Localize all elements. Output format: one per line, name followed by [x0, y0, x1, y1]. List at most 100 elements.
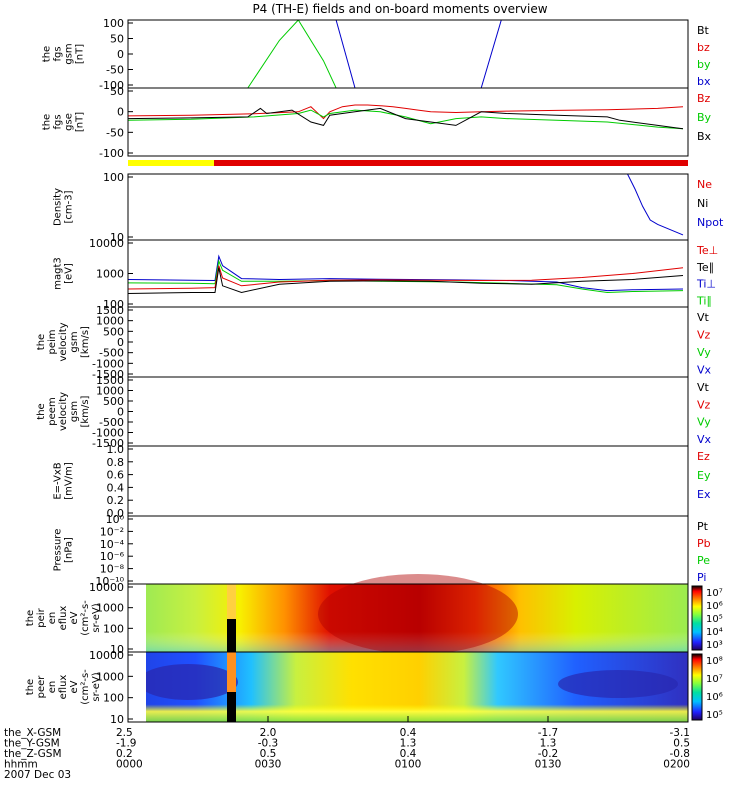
y-axis-label-line: eflux	[58, 606, 69, 631]
y-axis-label-line: [eV]	[64, 263, 75, 284]
y-tick-label: -50	[106, 126, 124, 139]
y-tick-label: 100	[103, 298, 124, 311]
legend-entry: Pb	[697, 537, 711, 550]
x-axis-row-label: the_Y-GSM	[4, 738, 60, 750]
y-axis-label-line: peem	[47, 397, 58, 425]
y-tick-label: 0	[117, 106, 124, 119]
legend-entry: Bt	[697, 24, 710, 37]
legend-entry: Npot	[697, 216, 724, 229]
panel-peir: 10⁷ 10⁶ 10⁵ 10⁴ 10³ 10000 1000 100 10 the peir en ef…	[25, 574, 723, 656]
series-line-Te∥	[128, 267, 684, 294]
x-tick-label: 1.3	[400, 738, 417, 750]
y-tick-label: 10⁻²	[100, 525, 124, 538]
x-axis-row-label: hhmm	[4, 759, 38, 771]
y-axis-label-line: [km/s]	[80, 326, 91, 358]
panel-frame-density	[127, 173, 689, 241]
panel-frame-efield	[127, 445, 689, 517]
panel-frame-peim	[127, 306, 689, 378]
legend-entry: Ne	[697, 178, 712, 191]
y-tick-label: 1000	[96, 315, 124, 328]
panel-frame-fgs-hi	[127, 19, 689, 89]
x-tick-label: 0.2	[116, 748, 133, 760]
panel-efield: 1.00.80.60.40.20.0 E=-VxB [mV/m] Ez Ey Ex	[53, 443, 711, 520]
y-tick-label: 100	[103, 692, 124, 705]
series-line-Ti⊥	[128, 254, 684, 292]
y-axis-label-line: Pressure	[53, 529, 64, 572]
instrument-transition	[227, 652, 236, 692]
peir-high-flux-region	[318, 574, 518, 654]
x-tick-label: -0.8	[670, 748, 691, 760]
y-tick-label: 1.0	[107, 443, 125, 456]
y-tick-label: -500	[99, 416, 124, 429]
colorbar-tick-label: 10⁶	[706, 601, 723, 612]
y-tick-label: 0.6	[107, 469, 125, 482]
y-axis-label-line: peir	[36, 607, 47, 627]
y-tick-label: 10000	[89, 237, 124, 250]
series-line-Bx	[128, 107, 684, 130]
y-axis-label-line: peer	[36, 675, 47, 699]
x-tick-label: 0.4	[400, 748, 417, 760]
legend-entry: Vx	[697, 433, 712, 446]
y-axis-label-line: gsm	[64, 43, 75, 64]
x-tick-label: 2.5	[116, 727, 133, 739]
y-tick-label: 0	[117, 336, 124, 349]
y-tick-label: 10⁻⁸	[100, 563, 125, 576]
legend-entry: Pe	[697, 554, 710, 567]
figure-title: P4 (TH-E) fields and on-board moments ov…	[252, 2, 547, 16]
legend-entry: Vt	[697, 311, 710, 324]
series-line-By	[128, 109, 684, 130]
y-axis-label-line: the	[42, 114, 53, 130]
y-axis-label-line: [nT]	[75, 44, 86, 64]
y-tick-label: 10000	[89, 581, 124, 594]
x-tick-label: 1.3	[540, 738, 557, 750]
x-tick-label: 0030	[255, 759, 282, 771]
legend-entry: Vx	[697, 364, 712, 377]
y-tick-label: 50	[110, 85, 124, 98]
x-tick-label: 2.0	[260, 727, 277, 739]
y-axis-label-line: eV	[69, 680, 80, 693]
y-axis-label-line: [mV/m]	[64, 462, 75, 500]
legend-entry: Ti⊥	[696, 278, 716, 291]
y-tick-label: 100	[103, 622, 124, 635]
y-axis-label-line: eV	[69, 611, 80, 624]
y-axis-label-line: [nT]	[75, 112, 86, 132]
legend-entry: Ni	[697, 197, 708, 210]
legend-entry: Bx	[697, 130, 712, 143]
x-tick-label: -3.1	[670, 727, 691, 739]
series-line-Npot	[627, 174, 684, 236]
colorbar-tick-label: 10⁴	[706, 627, 723, 638]
y-axis-label-line: the	[36, 403, 47, 419]
legend-entry: by	[697, 58, 711, 71]
legend-entry: bz	[697, 41, 710, 54]
y-tick-label: 100	[103, 17, 124, 30]
y-tick-label: 50	[110, 33, 124, 46]
y-axis-label-line: en	[47, 612, 58, 625]
y-tick-label: 1000	[96, 670, 124, 683]
y-axis-label-line: gse	[64, 113, 75, 131]
y-tick-label: -100	[99, 147, 124, 160]
y-axis-label-line: the	[42, 46, 53, 62]
x-tick-label: -1.9	[116, 738, 137, 750]
x-tick-label: -0.3	[258, 738, 279, 750]
y-tick-label: 0.4	[107, 481, 125, 494]
series-line-Te⊥	[128, 265, 684, 290]
colorbar-tick-label: 10³	[706, 640, 723, 651]
data-gap-block	[227, 619, 236, 652]
y-axis-label-line: en	[47, 681, 58, 694]
series-line-by	[247, 20, 337, 88]
colorbar-tick-label: 10⁷	[706, 588, 723, 599]
colorbar-peir	[691, 585, 703, 651]
series-line-bx2	[480, 20, 502, 88]
panel-frame-fgs-lo	[127, 87, 689, 157]
y-axis-label-line: velocity	[58, 392, 69, 431]
y-tick-label: 1000	[96, 602, 124, 615]
y-tick-label: 100	[103, 171, 124, 184]
legend-entry: Vy	[697, 416, 711, 429]
panel-fgs-hi: 100 50 0 -50 -100 the fgs gsm [nT] Bt bz by bx	[42, 17, 711, 92]
legend-entry: Ez	[697, 450, 710, 463]
y-tick-label: 10000	[89, 649, 124, 662]
data-gap	[128, 584, 146, 652]
peer-low-flux-region	[138, 664, 238, 700]
